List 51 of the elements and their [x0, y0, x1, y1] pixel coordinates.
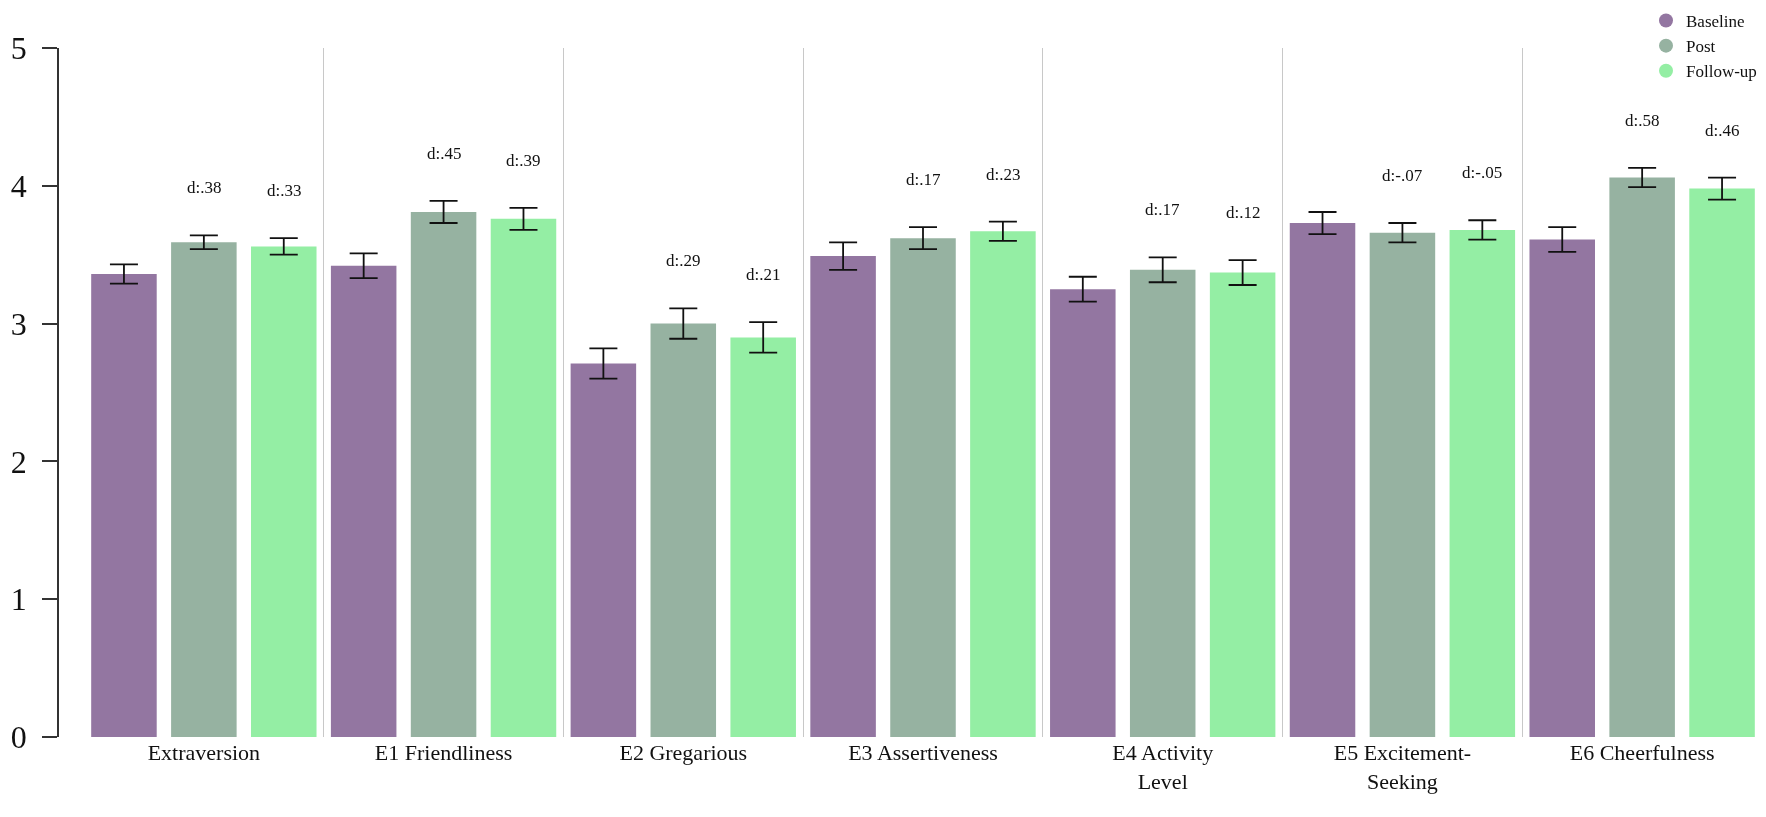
- bar: [1449, 229, 1516, 737]
- annotation: d:-.07: [1382, 166, 1423, 185]
- bar: [970, 231, 1036, 737]
- bar: [410, 211, 477, 737]
- x-tick-label: E4 Activity Level: [1112, 740, 1214, 794]
- annotation: d:.38: [187, 178, 222, 197]
- y-tick-label: 3: [10, 305, 27, 342]
- x-tick-label: E2 Gregarious: [619, 740, 748, 765]
- legend-label: Baseline: [1686, 12, 1745, 32]
- bar: [810, 256, 876, 737]
- bar: [890, 238, 956, 737]
- bar: [251, 246, 317, 737]
- bar: [1689, 188, 1755, 737]
- bar: [91, 273, 157, 737]
- annotation: d:.45: [427, 144, 462, 163]
- bar: [171, 242, 237, 737]
- bar: [570, 363, 637, 737]
- annotation: d:.21: [746, 265, 781, 284]
- bar: [650, 323, 717, 737]
- bar: [1369, 232, 1436, 737]
- bar: [1129, 269, 1196, 737]
- x-tick-label: E6 Cheerfulness: [1569, 740, 1715, 765]
- bar: [330, 265, 397, 737]
- y-tick-label: 2: [10, 443, 27, 480]
- y-tick-label: 1: [10, 581, 27, 618]
- legend-label: Follow-up: [1686, 62, 1757, 82]
- annotation: d:.17: [1145, 200, 1180, 219]
- x-tick-label: Extraversion: [147, 740, 261, 765]
- bar: [1289, 223, 1356, 737]
- bar: [1609, 177, 1675, 737]
- annotation: d:.23: [986, 165, 1021, 184]
- annotation: d:.39: [506, 151, 541, 170]
- y-tick-label: 5: [10, 30, 27, 67]
- annotation: d:.29: [666, 251, 701, 270]
- annotation: d:.33: [267, 181, 302, 200]
- y-tick-label: 0: [10, 719, 27, 756]
- annotation: d:.58: [1625, 111, 1660, 130]
- annotation: d:-.05: [1462, 163, 1503, 182]
- bar: [1529, 239, 1595, 737]
- x-tick-label: E3 Assertiveness: [848, 740, 998, 765]
- annotation: d:.12: [1226, 203, 1261, 222]
- annotation: d:.17: [906, 170, 941, 189]
- x-tick-label: E5 Excitement-Seeking: [1333, 740, 1472, 794]
- bar: [490, 218, 557, 737]
- annotation: d:.46: [1705, 121, 1740, 140]
- bar: [1209, 272, 1276, 737]
- legend-label: Post: [1686, 37, 1716, 57]
- bar: [730, 337, 796, 737]
- x-tick-label: E1 Friendliness: [374, 740, 513, 765]
- y-tick-label: 4: [10, 168, 27, 204]
- bar: [1050, 289, 1116, 737]
